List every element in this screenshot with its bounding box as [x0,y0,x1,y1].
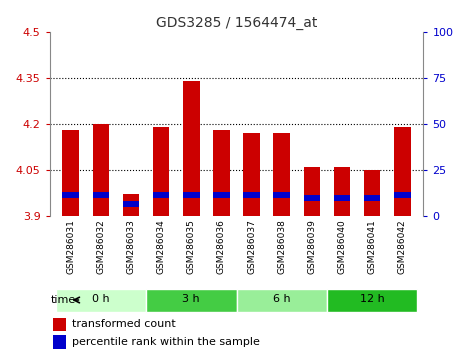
Text: GSM286041: GSM286041 [368,219,377,274]
Text: GSM286031: GSM286031 [66,219,75,274]
Text: 0 h: 0 h [92,295,110,304]
Bar [213,130,230,216]
Bar [93,192,109,198]
Bar [364,170,380,216]
Bar [394,127,411,216]
Text: GSM286037: GSM286037 [247,219,256,274]
Text: GSM286035: GSM286035 [187,219,196,274]
Bar [123,201,140,207]
Text: 3 h: 3 h [183,295,200,304]
Bar [53,335,67,349]
Bar [394,192,411,198]
Bar [243,192,260,198]
Text: GDS3285 / 1564474_at: GDS3285 / 1564474_at [156,16,317,30]
Bar [304,195,320,201]
Text: GSM286033: GSM286033 [127,219,136,274]
Bar [93,124,109,216]
Text: time: time [50,295,76,305]
Bar [304,167,320,216]
Text: GSM286036: GSM286036 [217,219,226,274]
Bar [123,194,140,216]
Text: GSM286042: GSM286042 [398,219,407,274]
Bar [236,289,327,312]
Text: GSM286039: GSM286039 [307,219,316,274]
Bar [146,289,236,312]
Bar [327,289,417,312]
Bar [153,127,169,216]
Text: percentile rank within the sample: percentile rank within the sample [72,337,260,347]
Bar [243,133,260,216]
Bar [153,192,169,198]
Bar [56,289,146,312]
Bar [273,192,290,198]
Bar [183,81,200,216]
Text: GSM286038: GSM286038 [277,219,286,274]
Bar [333,167,350,216]
Text: 6 h: 6 h [273,295,290,304]
Bar [213,192,230,198]
Text: GSM286032: GSM286032 [96,219,105,274]
Bar [273,133,290,216]
Bar [183,192,200,198]
Bar [62,192,79,198]
Bar [53,318,67,331]
Bar [364,195,380,201]
Bar [62,130,79,216]
Text: GSM286034: GSM286034 [157,219,166,274]
Text: transformed count: transformed count [72,319,176,329]
Bar [333,195,350,201]
Text: 12 h: 12 h [360,295,385,304]
Text: GSM286040: GSM286040 [337,219,346,274]
